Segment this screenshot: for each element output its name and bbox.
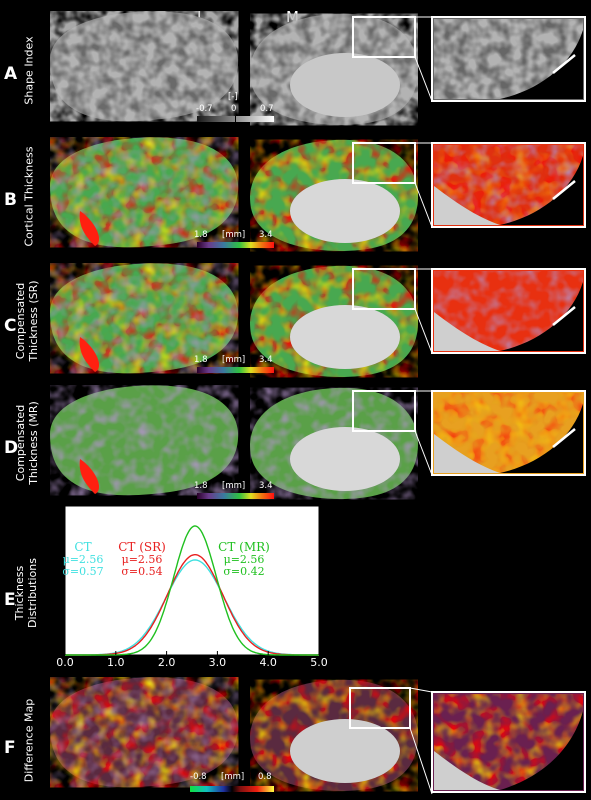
- legend-ct-mu: μ=2.56: [63, 553, 104, 566]
- colorbar-d-min: 1.8: [194, 481, 208, 491]
- row-c-brains: [50, 263, 586, 378]
- zoom-box-f: [349, 687, 411, 729]
- zoom-box-b: [352, 142, 416, 184]
- panel-letter-c: C: [4, 316, 17, 336]
- legend-mr-sigma: σ=0.42: [223, 565, 264, 578]
- medial-wall-f: [290, 719, 400, 783]
- row-a-brains: [50, 11, 586, 126]
- colorbar-f: [190, 786, 274, 792]
- row-f-brains: [50, 677, 586, 795]
- arrow-b: [552, 180, 576, 200]
- colorbar-a-unit: [-]: [228, 92, 238, 102]
- legend-ct-name: CT: [74, 540, 91, 554]
- colorbar-b-max: 3.4: [259, 230, 273, 240]
- legend-sr-mu: μ=2.56: [122, 553, 163, 566]
- arrow-d: [552, 428, 576, 448]
- colorbar-b: [197, 242, 274, 248]
- legend-mr-mu: μ=2.56: [224, 553, 265, 566]
- zoom-box-c: [352, 268, 416, 310]
- x-tick-label-5: 5.0: [310, 656, 328, 669]
- colorbar-d-unit: [mm]: [222, 481, 246, 491]
- colorbar-f-unit: [mm]: [221, 772, 245, 782]
- chart-plot-area: [64, 505, 320, 656]
- arrow-a: [552, 54, 576, 74]
- panel-letter-f: F: [4, 738, 16, 758]
- medial-wall-c: [290, 305, 400, 369]
- colorbar-c-min: 1.8: [194, 355, 208, 365]
- x-tick-label-3: 3.0: [209, 656, 227, 669]
- panel-letter-d: D: [4, 438, 19, 458]
- colorbar-d: [197, 493, 274, 499]
- colorbar-f-min: -0.8: [190, 772, 207, 782]
- colorbar-a-mid: 0: [231, 104, 237, 114]
- legend-mr-name: CT (MR): [218, 540, 270, 554]
- medial-wall-a: [290, 53, 400, 117]
- x-tick-label-4: 4.0: [259, 656, 277, 669]
- row-d-brains: [50, 385, 586, 500]
- panel-letter-b: B: [4, 190, 17, 210]
- x-tick-label-0: 0.0: [56, 656, 74, 669]
- x-tick-label-1: 1.0: [107, 656, 125, 669]
- colorbar-b-unit: [mm]: [222, 230, 246, 240]
- hemisphere-label-left: L: [197, 8, 206, 26]
- arrow-c: [552, 306, 576, 326]
- series-line-2: [65, 525, 319, 656]
- colorbar-c: [197, 367, 274, 373]
- zoom-box-a: [352, 16, 416, 58]
- row-b-brains: [50, 137, 586, 252]
- colorbar-d-max: 3.4: [259, 481, 273, 491]
- legend-ct-sigma: σ=0.57: [62, 565, 103, 578]
- zoom-box-d: [352, 390, 416, 432]
- colorbar-c-max: 3.4: [259, 355, 273, 365]
- panel-letter-e: E: [4, 590, 16, 610]
- colorbar-a-max: 0.7: [260, 104, 274, 114]
- x-tick-label-2: 2.0: [158, 656, 176, 669]
- colorbar-a-min: -0.7: [196, 104, 213, 114]
- thickness-distribution-chart: 0.0 1.0 2.0 3.0 4.0 5.0 CT μ=2.56 σ=0.57 CT (…: [56, 505, 328, 669]
- medial-wall-d: [290, 427, 400, 491]
- medial-wall-b: [290, 179, 400, 243]
- colorbar-b-min: 1.8: [194, 230, 208, 240]
- colorbar-c-unit: [mm]: [222, 355, 246, 365]
- legend-sr-name: CT (SR): [118, 540, 166, 554]
- panel-letter-a: A: [4, 64, 18, 84]
- legend-sr-sigma: σ=0.54: [121, 565, 162, 578]
- colorbar-f-max: 0.8: [258, 772, 272, 782]
